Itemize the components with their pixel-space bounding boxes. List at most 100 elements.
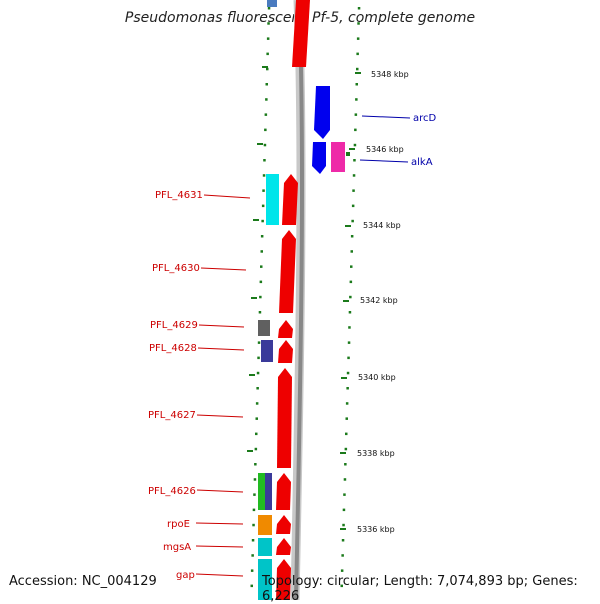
guide-dot: [356, 67, 359, 71]
guide-dot: [344, 447, 348, 451]
guide-dot: [265, 83, 268, 86]
guide-dot: [267, 22, 270, 25]
guide-dot: [356, 37, 360, 40]
guide-dot: [252, 523, 255, 527]
guide-dot: [352, 189, 355, 192]
guide-dot: [343, 493, 346, 496]
guide-dot: [351, 219, 354, 223]
guide-dot: [260, 250, 263, 253]
guide-dot: [265, 98, 268, 101]
guide-dot: [264, 113, 268, 116]
guide-dot: [256, 371, 260, 375]
guide-dot: [352, 174, 356, 177]
guide-dot: [262, 174, 266, 177]
guide-dot: [342, 508, 346, 512]
feature-green: [258, 473, 265, 510]
guide-dot: [350, 250, 353, 253]
guide-dot: [263, 143, 267, 147]
guide-dot: [354, 113, 358, 116]
feature-alkA-2: [331, 142, 345, 172]
tick-label-5346: 5346 kbp: [366, 145, 404, 154]
guide-dot: [350, 235, 354, 238]
guide-dot: [255, 402, 259, 405]
leader-lines-left: [195, 194, 251, 577]
guide-dot: [258, 311, 262, 314]
guide-dot: [349, 280, 353, 284]
guide-dot: [266, 52, 269, 56]
label-PFL_4631: PFL_4631: [155, 190, 203, 201]
guide-dot: [256, 387, 259, 390]
tick-label-5340: 5340 kbp: [358, 373, 396, 382]
feature-PFL_4631: [282, 174, 298, 225]
guide-dot: [266, 67, 269, 71]
axis-tick-marks: [247, 66, 361, 530]
guide-dot: [264, 128, 267, 132]
label-gap: gap: [176, 570, 195, 581]
feature-PFL_4629: [278, 320, 293, 338]
feature-PFL_4630: [279, 230, 296, 313]
guide-dot: [253, 493, 256, 496]
guide-dot: [355, 98, 358, 101]
feature-cyan-1: [266, 174, 279, 225]
guide-dot: [255, 432, 258, 436]
guide-dot: [340, 584, 343, 588]
guide-dot: [355, 83, 358, 86]
accession-text: Accession: NC_004129: [9, 574, 157, 589]
label-alkA: alkA: [411, 157, 433, 168]
guide-dot: [348, 326, 351, 329]
tick-label-5336: 5336 kbp: [357, 525, 395, 534]
guide-dot: [354, 128, 357, 132]
tick-dots-left: [250, 7, 271, 588]
guide-dot: [357, 7, 361, 10]
feature-top-blue: [267, 0, 277, 7]
guide-dot: [351, 204, 355, 208]
guide-dot: [257, 356, 260, 360]
tick-label-5338: 5338 kbp: [357, 449, 395, 458]
guide-dot: [250, 584, 253, 588]
guide-dot: [263, 159, 266, 162]
label-PFL_4626: PFL_4626: [148, 486, 196, 497]
guide-dot: [254, 447, 258, 451]
feature-arcD: [314, 86, 330, 139]
guide-dot: [259, 295, 262, 299]
guide-dot: [348, 311, 352, 314]
feature-PFL_4628: [278, 340, 293, 363]
guide-dot: [262, 189, 265, 192]
guide-dot: [267, 7, 271, 10]
label-PFL_4628: PFL_4628: [149, 343, 197, 354]
feature-alkA-1: [312, 142, 326, 174]
feature-grey: [258, 320, 270, 336]
guide-dot: [251, 539, 255, 542]
feature-PFL_4627: [277, 368, 292, 468]
guide-dot: [346, 387, 349, 390]
guide-dot: [257, 341, 261, 344]
guide-dot: [251, 554, 254, 557]
backbone: [290, 0, 306, 600]
guide-dot: [347, 356, 350, 360]
tick-dots-right: [340, 7, 361, 588]
guide-dot: [260, 265, 263, 268]
feature-mgsA: [276, 538, 291, 555]
guide-dot: [342, 523, 345, 527]
guide-dot: [254, 463, 257, 466]
tick-label-5344: 5344 kbp: [363, 221, 401, 230]
guide-dot: [266, 37, 270, 40]
guide-dot: [343, 478, 347, 481]
guide-dot: [356, 52, 359, 56]
feature-gap: [276, 559, 291, 600]
tick-mark-small: [346, 152, 350, 156]
guide-dot: [353, 159, 356, 162]
feature-rpoE: [276, 515, 291, 534]
guide-dot: [349, 295, 352, 299]
guide-dot: [344, 463, 347, 466]
guide-dot: [345, 402, 349, 405]
tick-label-5342: 5342 kbp: [360, 296, 398, 305]
feature-top-red: [292, 0, 310, 67]
label-PFL_4627: PFL_4627: [148, 410, 196, 421]
guide-dot: [261, 219, 264, 223]
guide-dot: [350, 265, 353, 268]
label-PFL_4630: PFL_4630: [152, 263, 200, 274]
guide-dot: [340, 569, 344, 572]
guide-dot: [353, 143, 357, 147]
